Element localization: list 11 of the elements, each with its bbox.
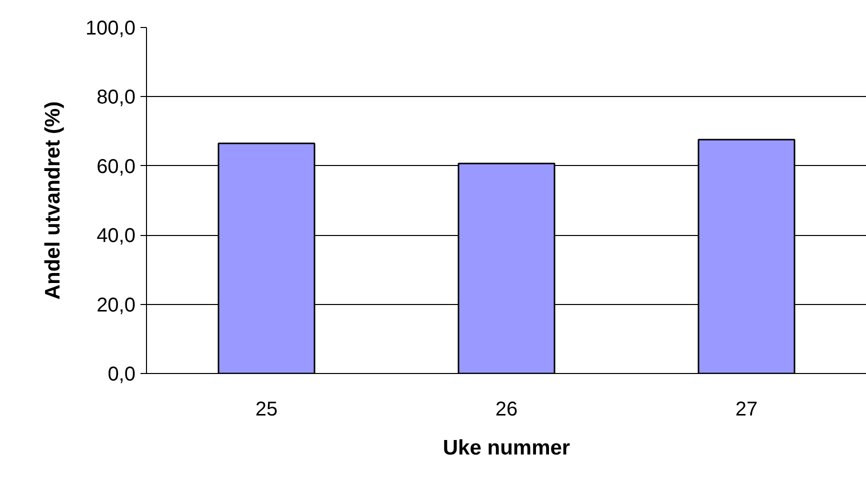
x-axis-title: Uke nummer	[442, 436, 570, 460]
x-tick-label: 27	[735, 398, 758, 420]
y-tick-label: 100,0	[85, 18, 136, 40]
x-tick-label: 25	[255, 398, 278, 420]
y-tick-label: 20,0	[96, 294, 136, 316]
x-tick-label: 26	[495, 398, 518, 420]
y-tick-label: 80,0	[96, 86, 136, 109]
y-tick-label: 0,0	[108, 364, 136, 386]
y-tick-label: 40,0	[96, 225, 136, 248]
y-tick-label: 60,0	[96, 156, 136, 178]
y-axis-title: Andel utvandret (%)	[41, 101, 64, 300]
